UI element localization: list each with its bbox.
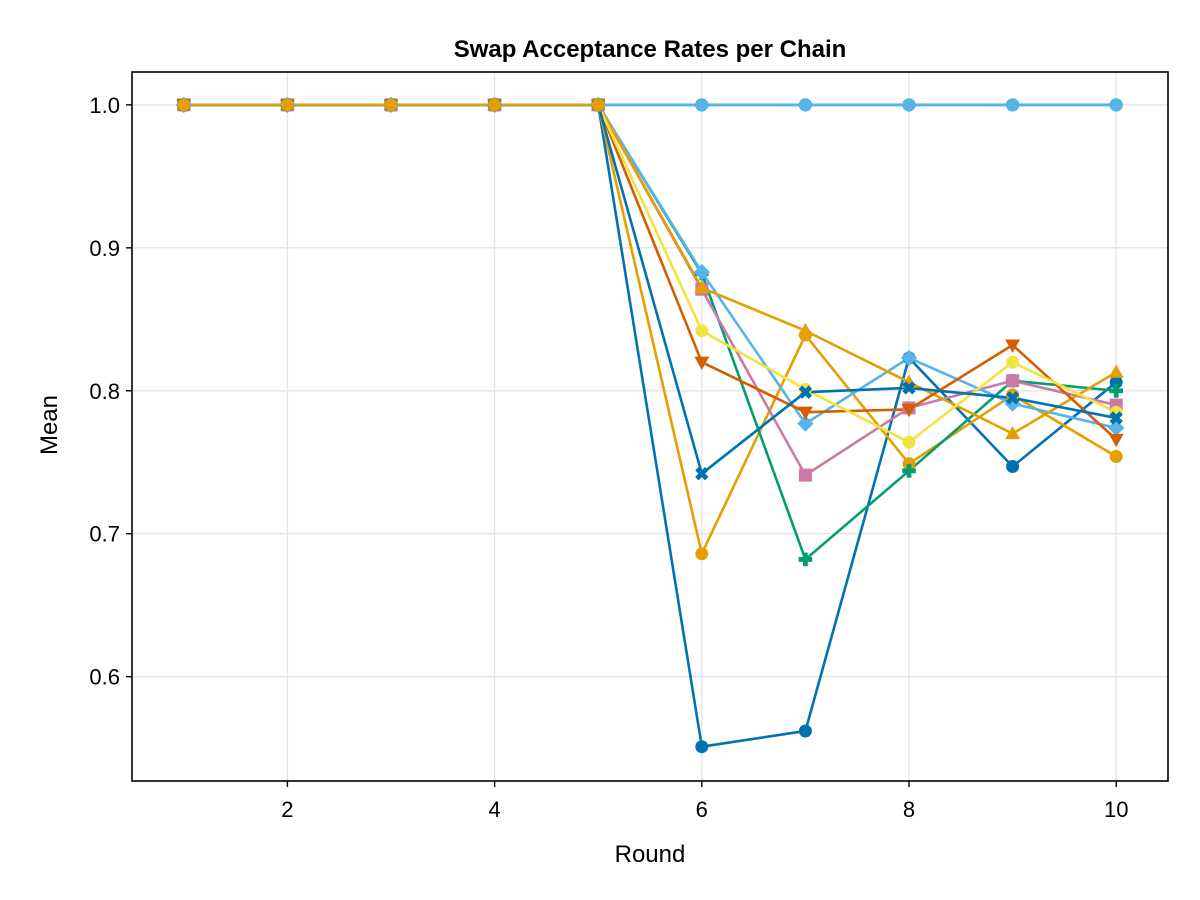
data-point-circle xyxy=(695,740,709,754)
data-point-circle xyxy=(1109,450,1123,464)
data-point-x-shape xyxy=(1109,411,1123,425)
data-point-circle xyxy=(902,457,916,471)
series-lines xyxy=(182,103,1118,748)
series-line-8 xyxy=(182,103,1118,444)
data-point-square xyxy=(798,468,812,482)
series-line-5 xyxy=(182,103,1118,430)
data-point-circle xyxy=(1006,98,1020,112)
x-axis-label: Round xyxy=(615,841,686,868)
x-tick-label: 2 xyxy=(281,797,293,822)
data-point-triangle-down xyxy=(797,406,813,421)
data-point-triangle-down xyxy=(1108,433,1124,448)
data-point-circle xyxy=(1109,375,1123,389)
data-point-circle xyxy=(1006,460,1020,474)
data-point-triangle-up xyxy=(797,322,813,337)
data-point-circle xyxy=(488,98,502,112)
data-point-diamond xyxy=(900,349,918,367)
data-point-x xyxy=(902,381,916,395)
data-point-x xyxy=(798,385,813,399)
axis-ticks: 2 4 6 8 10 0.6 0.7 0.8 0.9 1.0 xyxy=(89,93,1128,822)
data-point-circle xyxy=(384,98,398,112)
x-tick-label: 6 xyxy=(696,797,708,822)
data-point-triangle-up xyxy=(1108,364,1124,378)
chart-title: Swap Acceptance Rates per Chain xyxy=(454,36,847,63)
data-point-x xyxy=(695,467,709,481)
data-point-x xyxy=(1109,411,1123,425)
data-point-x-shape xyxy=(902,381,916,395)
data-point-x xyxy=(1005,391,1020,405)
data-point-x-shape xyxy=(695,467,709,481)
data-point-cross xyxy=(798,552,813,567)
data-point-circle xyxy=(902,435,916,449)
series-markers xyxy=(175,96,1125,754)
data-point-x-shape xyxy=(1005,391,1020,405)
y-tick-label: 1.0 xyxy=(89,93,120,118)
series-line-1 xyxy=(182,103,1118,748)
data-point-diamond xyxy=(1108,419,1125,437)
data-point-circle xyxy=(695,547,709,561)
y-tick-label: 0.9 xyxy=(89,236,120,261)
x-tick-label: 8 xyxy=(903,797,915,822)
x-tick-label: 4 xyxy=(488,797,500,822)
x-tick-label: 10 xyxy=(1104,797,1128,822)
data-point-cross xyxy=(1109,383,1123,398)
data-point-circle xyxy=(280,98,294,112)
data-point-circle xyxy=(798,98,812,112)
data-point-circle xyxy=(902,98,916,112)
series-line-6 xyxy=(182,103,1118,435)
data-point-diamond xyxy=(693,263,710,281)
data-point-triangle-up xyxy=(1005,425,1021,440)
data-point-circle xyxy=(1109,98,1123,112)
plot-frame xyxy=(131,71,1169,782)
y-tick-label: 0.7 xyxy=(89,522,120,547)
y-axis-label: Mean xyxy=(36,395,63,455)
data-point-triangle-down xyxy=(901,403,917,418)
data-point-circle xyxy=(591,98,605,112)
data-point-circle xyxy=(695,98,709,112)
data-point-cross xyxy=(902,464,916,478)
series-line-2 xyxy=(182,103,1118,556)
data-point-triangle-down xyxy=(694,356,710,370)
data-point-circle xyxy=(695,324,709,338)
y-tick-label: 0.8 xyxy=(89,379,120,404)
data-point-x-shape xyxy=(798,385,813,399)
data-point-triangle-up xyxy=(694,280,710,294)
data-point-triangle-down xyxy=(1005,339,1021,353)
data-point-diamond xyxy=(797,415,814,432)
data-point-circle xyxy=(798,724,812,738)
y-tick-label: 0.6 xyxy=(89,665,120,690)
data-point-circle xyxy=(177,98,191,112)
data-point-square xyxy=(1006,374,1020,388)
data-point-circle xyxy=(1006,355,1020,369)
